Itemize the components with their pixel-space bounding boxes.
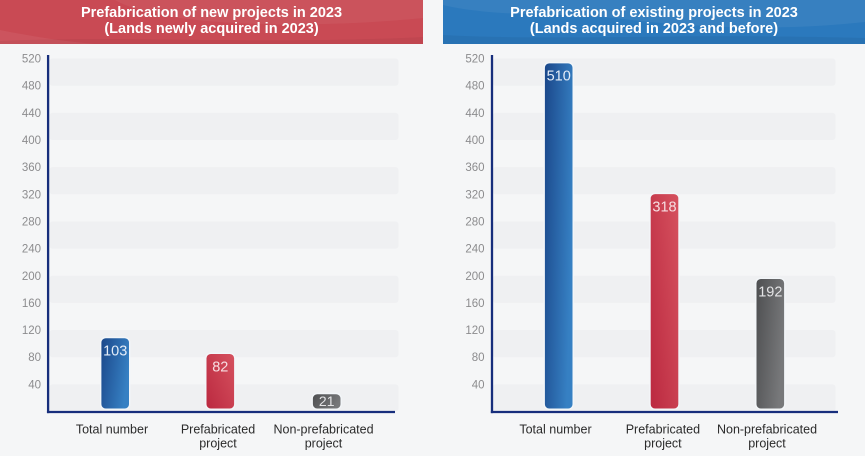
svg-text:440: 440 bbox=[465, 108, 484, 120]
svg-text:360: 360 bbox=[22, 162, 41, 174]
svg-text:Non-prefabricated: Non-prefabricated bbox=[717, 423, 817, 437]
svg-text:Prefabricated: Prefabricated bbox=[626, 423, 700, 437]
svg-text:280: 280 bbox=[22, 216, 41, 228]
svg-text:Total number: Total number bbox=[76, 423, 148, 437]
svg-text:160: 160 bbox=[22, 298, 41, 310]
svg-text:Prefabricated: Prefabricated bbox=[181, 423, 255, 437]
svg-text:480: 480 bbox=[22, 81, 41, 93]
svg-text:520: 520 bbox=[465, 54, 484, 66]
svg-text:82: 82 bbox=[212, 359, 228, 375]
svg-text:320: 320 bbox=[22, 189, 41, 201]
svg-text:200: 200 bbox=[465, 271, 484, 283]
svg-text:200: 200 bbox=[22, 271, 41, 283]
svg-text:project: project bbox=[305, 437, 343, 451]
svg-text:520: 520 bbox=[22, 54, 41, 66]
svg-text:360: 360 bbox=[465, 162, 484, 174]
svg-text:40: 40 bbox=[472, 379, 485, 391]
svg-text:project: project bbox=[644, 437, 682, 451]
svg-text:400: 400 bbox=[22, 135, 41, 147]
svg-text:project: project bbox=[748, 437, 786, 451]
svg-text:80: 80 bbox=[472, 352, 485, 364]
svg-text:Total number: Total number bbox=[519, 423, 591, 437]
svg-text:480: 480 bbox=[465, 81, 484, 93]
svg-text:440: 440 bbox=[22, 108, 41, 120]
svg-text:120: 120 bbox=[465, 325, 484, 337]
svg-text:280: 280 bbox=[465, 216, 484, 228]
svg-text:21: 21 bbox=[319, 393, 335, 409]
svg-text:240: 240 bbox=[465, 244, 484, 256]
svg-text:240: 240 bbox=[22, 244, 41, 256]
svg-text:160: 160 bbox=[465, 298, 484, 310]
svg-text:project: project bbox=[199, 437, 237, 451]
svg-text:320: 320 bbox=[465, 189, 484, 201]
svg-text:80: 80 bbox=[28, 352, 41, 364]
svg-text:510: 510 bbox=[547, 69, 571, 85]
svg-text:Non-prefabricated: Non-prefabricated bbox=[273, 423, 373, 437]
svg-text:120: 120 bbox=[22, 325, 41, 337]
svg-text:192: 192 bbox=[758, 284, 782, 300]
svg-text:40: 40 bbox=[28, 379, 41, 391]
svg-text:400: 400 bbox=[465, 135, 484, 147]
svg-text:318: 318 bbox=[652, 199, 676, 215]
svg-text:103: 103 bbox=[103, 344, 127, 360]
